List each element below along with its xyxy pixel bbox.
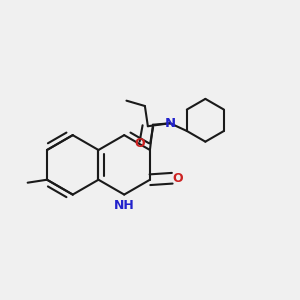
Text: N: N [165,117,176,130]
Text: NH: NH [114,199,135,212]
Text: O: O [134,137,145,150]
Text: O: O [172,172,183,185]
